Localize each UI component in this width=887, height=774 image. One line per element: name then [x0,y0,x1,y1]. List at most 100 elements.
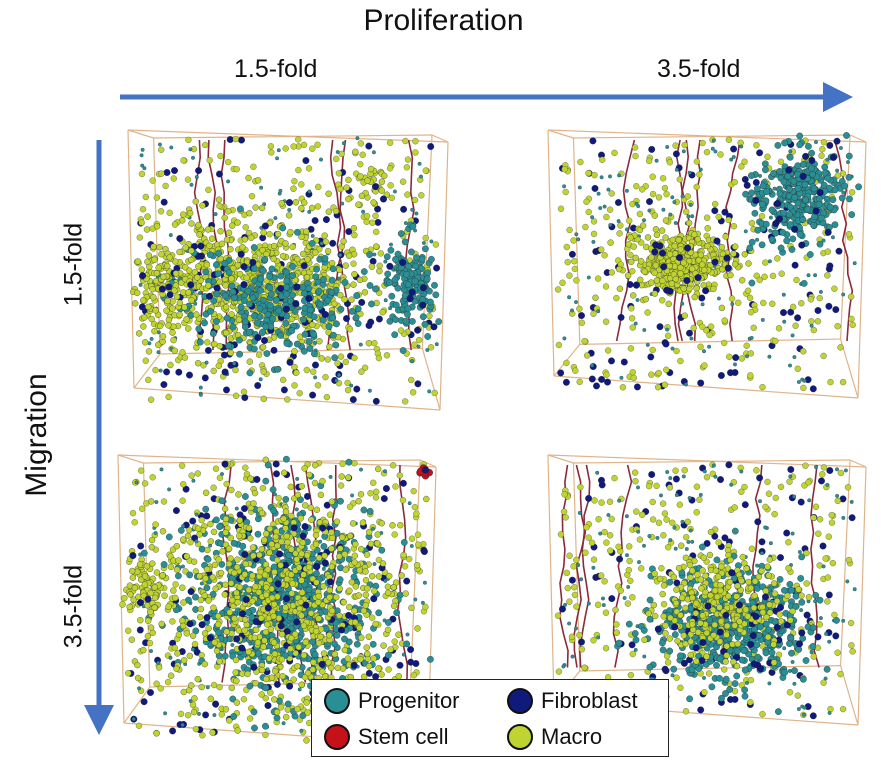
cell-macro [180,157,187,164]
cell-macro [254,177,262,184]
cell-macro [666,159,674,166]
cell-progenitor [421,241,426,245]
cell-macro [233,589,240,597]
cell-progenitor [313,375,318,380]
cell-macro [741,158,748,165]
cell-macro [649,346,656,354]
cell-macro [312,532,320,539]
cell-macro [204,546,211,554]
cell-macro [253,626,260,634]
cell-fibroblast [273,470,280,478]
cell-progenitor [680,194,685,199]
cell-macro [227,580,235,587]
cell-progenitor [698,167,703,172]
cell-macro [563,243,570,251]
cell-fibroblast [798,241,806,249]
cell-macro [831,285,838,292]
cell-fibroblast [171,167,178,175]
cell-progenitor [687,170,692,175]
cell-macro [337,353,345,360]
cell-progenitor [780,209,788,217]
cell-macro [247,535,254,542]
cell-macro [261,637,268,644]
cell-macro [199,732,206,739]
cell-progenitor [574,300,578,305]
cell-macro [172,270,180,277]
cell-fibroblast [318,660,326,668]
cell-macro [152,366,159,374]
cell-progenitor [160,561,168,568]
cell-macro [256,551,263,559]
cell-progenitor [403,221,408,226]
cell-macro [683,208,690,215]
cell-progenitor [256,313,264,321]
cell-macro [672,275,679,283]
cell-macro [725,216,732,224]
cell-macro [153,569,161,576]
cell-progenitor [702,349,706,354]
cell-progenitor [385,651,392,659]
cell-macro [699,139,706,147]
cell-progenitor [263,350,271,357]
cell-progenitor [360,506,368,514]
cell-macro [666,251,674,258]
cell-progenitor [167,487,172,492]
cell-macro [747,699,754,706]
cell-progenitor [268,290,275,298]
cell-progenitor [403,271,410,278]
cell-progenitor [213,261,220,269]
cell-progenitor [275,307,283,315]
cell-macro [347,532,354,540]
cell-fibroblast [292,300,300,307]
cell-progenitor [251,724,258,732]
cell-progenitor [188,147,193,152]
box-edge [547,454,867,468]
box-edge [857,141,867,399]
cell-macro [638,565,645,572]
cell-progenitor [305,338,313,345]
cell-progenitor [421,321,429,328]
cell-progenitor [800,280,808,287]
cell-macro [183,316,190,323]
cell-macro [408,535,416,542]
cell-macro [590,637,597,644]
cell-macro [328,529,335,536]
cell-progenitor [733,362,737,367]
cell-macro [370,199,377,206]
cell-macro [343,184,350,191]
cell-macro [234,727,241,734]
cell-macro [387,182,394,189]
cell-fibroblast [201,374,209,382]
cell-progenitor [269,315,277,323]
cell-progenitor [420,600,425,605]
cell-progenitor [830,235,835,240]
cell-fibroblast [419,301,427,309]
cell-macro [672,142,679,149]
cell-progenitor [810,221,818,229]
box-edge [421,348,441,411]
cell-fibroblast [808,156,816,164]
cell-macro [179,536,187,543]
cell-progenitor [642,328,647,332]
cell-progenitor [334,378,339,383]
cell-progenitor [230,539,238,547]
cell-macro [280,515,287,522]
cell-progenitor [225,342,232,349]
cell-macro [328,563,335,570]
cell-macro [225,560,233,568]
cell-macro [180,481,187,488]
cell-macro [147,396,155,403]
cell-macro [200,362,207,369]
cell-macro [150,243,157,250]
cell-macro [820,464,828,471]
cell-progenitor [716,296,721,301]
cell-progenitor [387,246,395,254]
cell-progenitor [841,190,846,195]
cell-macro [422,167,429,174]
cell-macro [225,208,232,215]
cell-macro [137,467,145,474]
cell-macro [555,341,563,349]
cell-fibroblast [620,358,628,366]
cell-macro [630,243,637,250]
cell-macro [384,626,392,634]
